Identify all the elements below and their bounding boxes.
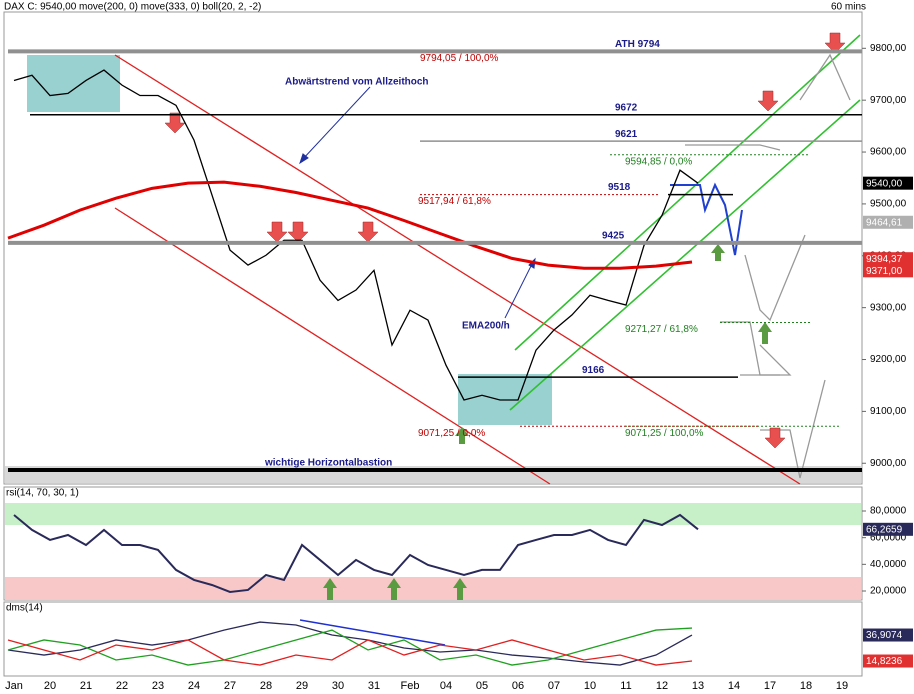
fib-label: 9071,25 / 0,0% — [418, 428, 485, 439]
price-tag-label: 36,9074 — [866, 630, 903, 641]
price-tag-label: 9371,00 — [866, 266, 903, 277]
series-line — [7, 180, 693, 270]
series-line — [7, 639, 693, 666]
x-tick-label: 07 — [548, 680, 560, 692]
y-tick-label: 9000,00 — [870, 458, 907, 469]
y-tick-label: 9800,00 — [870, 43, 907, 54]
price-tag — [863, 215, 913, 229]
x-tick-label: 31 — [368, 680, 380, 692]
x-tick-label: 04 — [440, 680, 452, 692]
rsi-title: rsi(14, 70, 30, 1) — [6, 488, 79, 499]
sell-arrows — [164, 32, 846, 449]
oversold-band — [5, 577, 861, 600]
fib-label: 9594,85 / 0,0% — [625, 156, 692, 167]
level-label: 9672 — [615, 102, 638, 113]
x-tick-label: 10 — [584, 680, 596, 692]
price-tag-label: 9540,00 — [866, 178, 903, 189]
annotation: Abwärtstrend vom Allzeithoch — [285, 77, 429, 88]
y-tick-label: 20,0000 — [870, 586, 907, 597]
level-label: wichtige Horizontalbastion — [264, 458, 392, 469]
price-tag-label: 14,8236 — [866, 656, 903, 667]
price-tag-label: 66,2659 — [866, 524, 903, 535]
x-tick-label: 13 — [692, 680, 704, 692]
x-tick-label: 22 — [116, 680, 128, 692]
chart-title: DAX C: 9540,00 move(200, 0) move(333, 0)… — [4, 2, 261, 13]
projection — [670, 182, 743, 256]
down-channel — [114, 54, 801, 485]
up-channel — [509, 34, 861, 411]
price-tag — [863, 654, 913, 668]
fib-label: 9794,05 / 100,0% — [420, 53, 499, 64]
divergence-line — [299, 619, 446, 646]
y-tick-label: 9300,00 — [870, 302, 907, 313]
fib-label: 9517,94 / 61,8% — [418, 196, 491, 207]
y-tick-label: 9500,00 — [870, 199, 907, 210]
y-tick-label: 9600,00 — [870, 147, 907, 158]
price-tag — [863, 264, 913, 278]
x-tick-label: 30 — [332, 680, 344, 692]
fib-label: 9071,25 / 100,0% — [625, 428, 704, 439]
fib-label: 9271,27 / 61,8% — [625, 324, 698, 335]
level-label: 9166 — [582, 365, 605, 376]
x-tick-label: 05 — [476, 680, 488, 692]
x-tick-label: Jan — [5, 680, 23, 692]
series-line — [7, 627, 693, 666]
timeframe: 60 mins — [831, 2, 866, 13]
series-line — [13, 513, 699, 593]
x-tick-label: 12 — [656, 680, 668, 692]
scenario-lines — [685, 53, 851, 479]
x-tick-label: 17 — [764, 680, 776, 692]
range-box — [27, 55, 120, 112]
x-tick-label: 29 — [296, 680, 308, 692]
x-tick-label: 23 — [152, 680, 164, 692]
x-tick-label: 11 — [620, 680, 631, 692]
y-tick-label: 9200,00 — [870, 354, 907, 365]
level-label: 9425 — [602, 230, 625, 241]
price-tag — [863, 176, 913, 190]
price-tag — [863, 628, 913, 642]
level-label: 9518 — [608, 182, 631, 193]
x-tick-label: 24 — [188, 680, 200, 692]
buy-arrows — [323, 244, 772, 600]
x-tick-label: 06 — [512, 680, 524, 692]
x-tick-label: 21 — [80, 680, 92, 692]
x-tick-label: 28 — [260, 680, 272, 692]
level-label: 9621 — [615, 129, 638, 140]
price-tag-label: 9464,61 — [866, 217, 903, 228]
dms-title: dms(14) — [6, 603, 43, 614]
y-tick-label: 9700,00 — [870, 95, 907, 106]
y-tick-label: 40,0000 — [870, 559, 907, 570]
x-tick-label: 20 — [44, 680, 56, 692]
x-tick-label: 27 — [224, 680, 236, 692]
x-tick-label: 14 — [728, 680, 740, 692]
series-line — [13, 69, 699, 401]
x-tick-label: 18 — [800, 680, 812, 692]
x-tick-label: Feb — [401, 680, 420, 692]
level-label: ATH 9794 — [615, 39, 660, 50]
price-tag — [863, 252, 913, 266]
price-tag — [863, 522, 913, 536]
dms-panel — [3, 601, 863, 677]
ema-label: EMA200/h — [462, 321, 510, 332]
price-tag-label: 9394,37 — [866, 254, 903, 265]
y-tick-label: 60,0000 — [870, 532, 907, 543]
y-tick-label: 9100,00 — [870, 406, 907, 417]
overbought-band — [5, 503, 861, 525]
x-tick-label: 19 — [836, 680, 848, 692]
series-line — [7, 621, 693, 666]
y-tick-label: 80,0000 — [870, 506, 907, 517]
annotation-pointer — [299, 86, 536, 319]
